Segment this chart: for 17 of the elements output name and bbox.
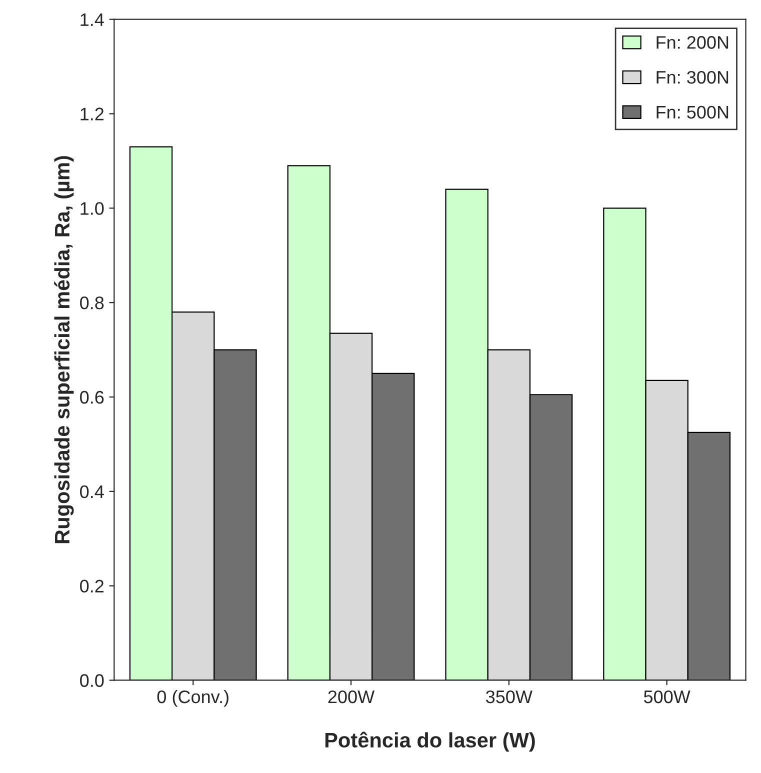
x-tick-label: 200W [328,690,375,704]
x-tick-label: 500W [644,690,690,704]
y-tick-label: 0.4 [80,485,104,498]
y-tick-label: 1.4 [80,13,104,26]
legend-label: Fn: 300N [656,70,728,84]
y-tick-label: 1.0 [80,202,104,215]
y-axis-title: Rugosidade superficial média, Ra, (µm) [54,156,74,544]
legend-label: Fn: 200N [656,36,728,49]
x-axis-title: Potência do laser (W) [325,732,535,752]
y-tick-label: 0.8 [80,296,104,310]
y-tick-label: 0.0 [80,674,104,687]
x-tick-label: 0 (Conv.) [157,690,228,707]
y-tick-label: 0.6 [80,390,104,404]
y-tick-label: 0.2 [80,580,104,593]
legend-label: Fn: 500N [656,106,728,119]
y-tick-label: 1.2 [80,108,104,120]
x-tick-label: 350W [486,690,532,704]
